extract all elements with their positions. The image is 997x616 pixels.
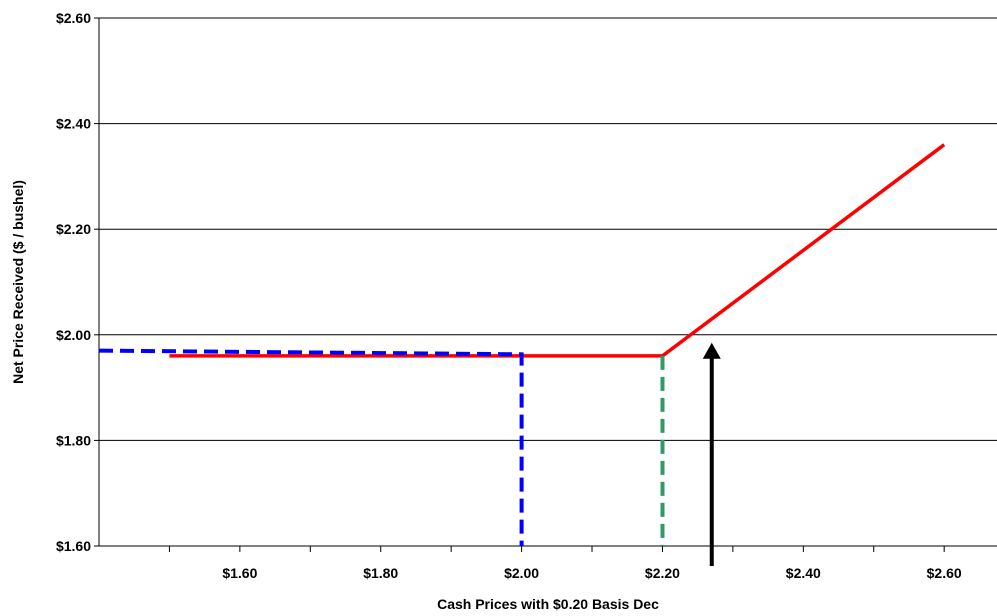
x-tick-label: $2.40 — [786, 565, 821, 581]
y-tick-label: $1.60 — [56, 538, 91, 554]
x-tick-label: $2.00 — [504, 565, 539, 581]
y-axis-title: Net Price Received ($ / bushel) — [10, 180, 26, 384]
x-axis-title: Cash Prices with $0.20 Basis Dec — [437, 596, 659, 612]
annotations — [702, 342, 721, 566]
arrow-head — [702, 342, 721, 359]
series-line-2 — [98, 348, 524, 546]
series — [98, 143, 946, 546]
tick-labels: $1.60 $1.80 $2.00 $2.20 $2.40 $2.60 $1.60 $1.80… — [56, 10, 962, 581]
y-tick-label: $2.40 — [56, 116, 91, 132]
y-tick-label: $2.00 — [56, 327, 91, 343]
x-tick-label: $1.60 — [222, 565, 257, 581]
x-tick-label: $2.60 — [927, 565, 962, 581]
y-tick-label: $1.80 — [56, 432, 91, 448]
axes — [94, 17, 997, 552]
x-tick-label: $1.80 — [363, 565, 398, 581]
grid-lines — [99, 17, 997, 547]
series-line-1 — [169, 143, 946, 358]
y-tick-label: $2.20 — [56, 221, 91, 237]
y-tick-label: $2.60 — [56, 10, 91, 26]
x-tick-label: $2.20 — [645, 565, 680, 581]
